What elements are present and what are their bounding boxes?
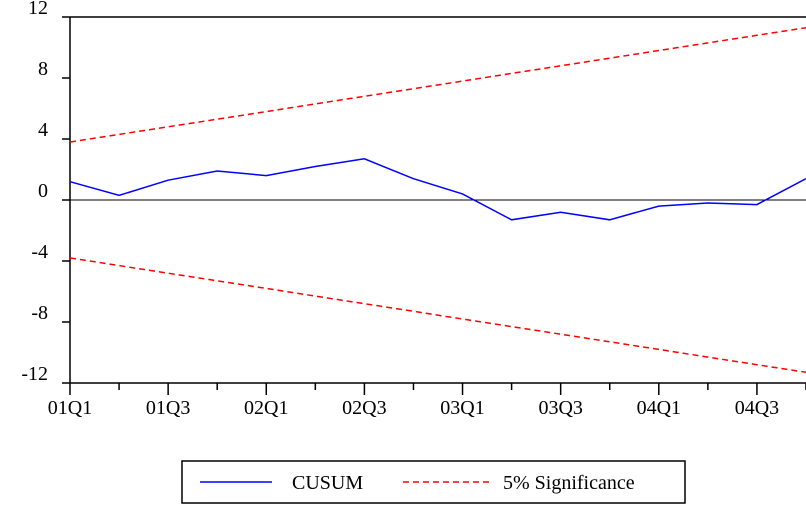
x-tick-label-7: 04Q3 bbox=[735, 397, 779, 419]
y-tick-label-3: 0 bbox=[38, 180, 48, 202]
x-tick-label-5: 03Q3 bbox=[538, 397, 582, 419]
x-tick-label-2: 02Q1 bbox=[244, 397, 288, 419]
legend-label-cusum: CUSUM bbox=[292, 472, 363, 494]
y-tick-label-4: -4 bbox=[31, 241, 48, 263]
significance-line-upper bbox=[69, 26, 806, 143]
x-tick-label-4: 03Q1 bbox=[440, 397, 484, 419]
x-tick-label-6: 04Q1 bbox=[637, 397, 681, 419]
significance-line-lower bbox=[69, 257, 806, 374]
legend: CUSUM 5% Significance bbox=[181, 460, 686, 504]
y-tick-label-1: 8 bbox=[38, 58, 48, 80]
x-tick-label-1: 01Q3 bbox=[146, 397, 190, 419]
y-tick-label-0: 12 bbox=[28, 0, 48, 19]
x-tick-label-3: 02Q3 bbox=[342, 397, 386, 419]
y-tick-label-2: 4 bbox=[38, 119, 48, 141]
y-tick-label-6: -12 bbox=[21, 363, 48, 385]
legend-label-significance: 5% Significance bbox=[503, 472, 635, 494]
cusum-line bbox=[69, 158, 806, 221]
x-tick-label-0: 01Q1 bbox=[48, 397, 92, 419]
y-tick-label-5: -8 bbox=[31, 302, 48, 324]
